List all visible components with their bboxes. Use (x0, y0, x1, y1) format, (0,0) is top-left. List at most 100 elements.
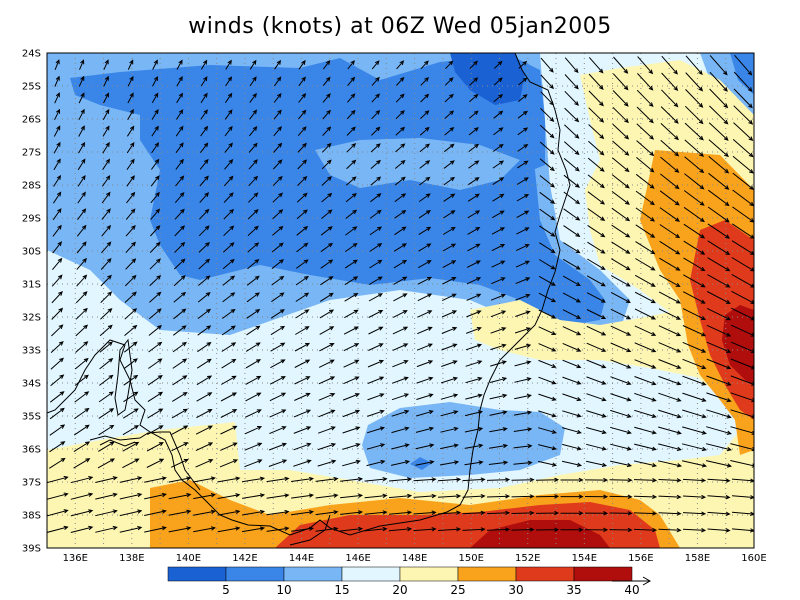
wind-arrow (637, 73, 654, 91)
wind-arrow (708, 156, 730, 174)
wind-arrow (441, 326, 458, 334)
wind-arrow (294, 359, 311, 368)
wind-arrow (661, 89, 679, 108)
wind-arrow (371, 126, 381, 136)
wind-arrow (77, 158, 86, 171)
wind-arrow (78, 92, 85, 104)
wind-arrow (733, 122, 754, 141)
wind-arrow (148, 358, 163, 369)
wind-arrow (76, 224, 87, 237)
wind-arrow (440, 426, 459, 433)
wind-arrow (291, 493, 315, 499)
wind-arrow (74, 391, 90, 403)
lon-label: 152E (515, 553, 540, 564)
wind-arrow (611, 241, 631, 254)
wind-arrow (609, 460, 633, 468)
shade-35-40-south (470, 520, 610, 548)
wind-arrow (535, 527, 560, 532)
lat-label: 24S (22, 49, 41, 60)
wind-arrow (346, 109, 356, 120)
wind-arrow (193, 493, 216, 500)
wind-arrow (465, 376, 483, 384)
wind-arrow (340, 493, 364, 499)
wind-arrow (413, 493, 437, 499)
wind-arrow (437, 493, 462, 499)
wind-arrow (322, 109, 331, 120)
wind-arrow (224, 159, 234, 170)
wind-arrow (295, 309, 310, 319)
wind-arrow (144, 492, 167, 500)
wind-arrow (491, 277, 506, 285)
wind-arrow (224, 142, 233, 153)
wind-arrow (342, 459, 361, 467)
wind-arrow (298, 92, 307, 103)
wind-arrow (466, 327, 482, 334)
wind-arrow (270, 342, 286, 352)
wind-arrow (74, 374, 89, 386)
wind-arrow (441, 360, 458, 367)
wind-arrow (540, 74, 554, 90)
wind-arrow (95, 476, 118, 483)
wind-arrow (368, 276, 383, 285)
wind-arrow (395, 143, 406, 153)
wind-arrow (612, 73, 629, 91)
wind-arrow (222, 242, 235, 253)
wind-arrow (708, 139, 729, 158)
wind-arrow (75, 341, 89, 353)
wind-arrow (198, 242, 210, 253)
wind-arrow (539, 225, 556, 237)
wind-arrow (197, 308, 212, 319)
wind-arrow (50, 357, 64, 370)
wind-arrow (539, 191, 556, 204)
wind-arrow (486, 477, 511, 482)
wind-arrow (266, 509, 290, 516)
wind-arrow (99, 374, 114, 386)
wind-arrow (297, 126, 307, 137)
wind-arrow (706, 307, 731, 321)
wind-arrow (709, 105, 729, 125)
wind-arrow (123, 374, 139, 386)
wind-arrow (516, 210, 530, 219)
wind-arrow (369, 209, 382, 219)
wind-arrow (122, 441, 140, 452)
wind-arrow (707, 478, 731, 483)
wind-arrow (418, 243, 432, 252)
wind-arrow (707, 257, 731, 272)
wind-arrow (147, 391, 164, 403)
wind-arrow (98, 408, 115, 419)
wind-arrow (249, 126, 258, 137)
wind-arrow (151, 142, 160, 154)
wind-arrow (732, 189, 754, 207)
wind-arrow (369, 243, 383, 252)
wind-arrow (707, 494, 731, 500)
wind-arrow (320, 242, 334, 253)
lat-label: 26S (22, 115, 41, 126)
wind-arrow (587, 258, 606, 271)
wind-arrow (394, 226, 407, 236)
wind-arrow (147, 375, 163, 386)
wind-arrow (293, 459, 312, 467)
wind-arrow (584, 494, 609, 499)
wind-arrow (466, 260, 481, 268)
wind-arrow (587, 208, 606, 221)
wind-arrow (488, 460, 509, 465)
wind-arrow (223, 208, 235, 220)
wind-arrow (366, 426, 385, 434)
lat-label: 33S (22, 346, 41, 357)
wind-arrow (658, 426, 682, 435)
wind-arrow (99, 341, 113, 353)
wind-arrow (465, 343, 483, 351)
colorbar-label: 15 (334, 583, 349, 597)
wind-arrow (199, 175, 209, 187)
wind-arrow (516, 227, 530, 235)
wind-arrow (293, 426, 312, 434)
wind-arrow (269, 409, 287, 418)
wind-arrow (269, 376, 286, 385)
wind-arrow (462, 477, 486, 482)
wind-arrow (296, 192, 308, 203)
wind-arrow (124, 274, 137, 287)
wind-arrow (319, 309, 335, 319)
wind-arrow (318, 376, 336, 385)
wind-arrow (442, 243, 457, 252)
wind-arrow (245, 392, 262, 402)
